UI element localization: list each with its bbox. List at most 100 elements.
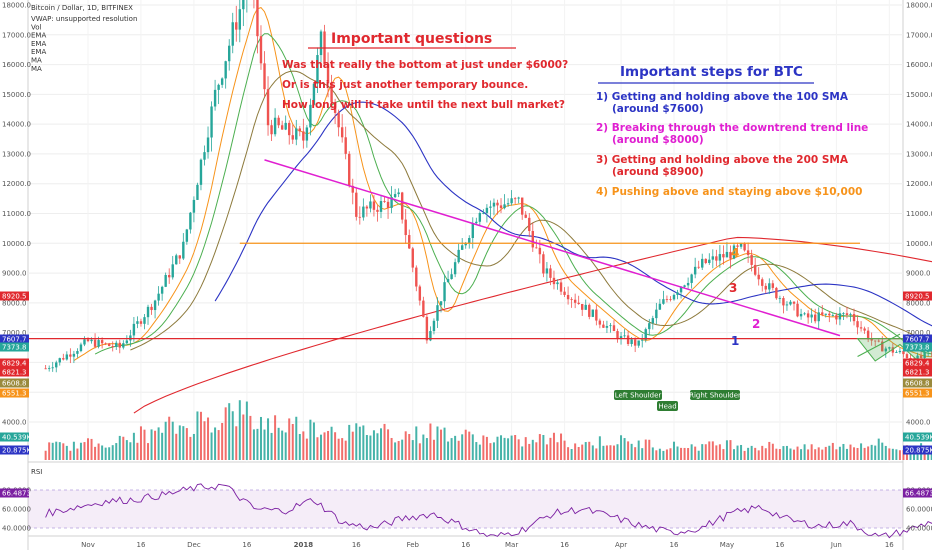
- candle-body: [701, 258, 704, 268]
- candle-body: [266, 89, 270, 126]
- volume-bar: [524, 437, 527, 460]
- candle-body: [351, 185, 354, 193]
- candle-body: [771, 283, 775, 288]
- candle-body: [171, 264, 174, 278]
- y-tick-label: 14000.0: [906, 121, 932, 129]
- volume-bar: [824, 446, 827, 460]
- volume-bar: [884, 445, 887, 460]
- volume-bar: [199, 411, 202, 460]
- candle-body: [538, 247, 542, 255]
- volume-bar: [147, 443, 150, 460]
- volume-bar: [856, 447, 859, 460]
- volume-bar: [394, 442, 397, 460]
- volume-bar: [711, 441, 714, 460]
- candle-body: [743, 243, 746, 251]
- candle-body: [369, 201, 372, 209]
- candle-body: [888, 347, 891, 349]
- candle-body: [72, 353, 76, 357]
- candle-body: [337, 112, 340, 128]
- volume-bar: [849, 444, 852, 460]
- candle-body: [228, 45, 231, 62]
- volume-bar: [161, 432, 164, 460]
- rsi-band: [28, 490, 903, 528]
- candle-body: [358, 216, 362, 218]
- volume-bar: [327, 430, 330, 460]
- candle-body: [302, 131, 305, 141]
- volume-bar: [312, 422, 315, 460]
- step-line-1: 4) Pushing above and staying above $10,0…: [596, 186, 862, 198]
- volume-tag-text: 40.539K: [905, 434, 932, 442]
- steps-box: Important steps for BTC 1) Getting and h…: [596, 64, 868, 198]
- candle-body: [577, 302, 580, 304]
- volume-bar: [598, 436, 601, 460]
- candle-body: [655, 309, 658, 319]
- volume-bar: [567, 447, 570, 460]
- volume-bar: [48, 442, 51, 460]
- step-line-2: (around $8000): [612, 134, 704, 146]
- candle-body: [326, 64, 330, 84]
- volume-bar: [828, 445, 831, 460]
- candle-body: [118, 342, 121, 348]
- volume-bar: [330, 426, 333, 460]
- y-tick-label: 15000.0: [2, 91, 31, 99]
- steps-list: 1) Getting and holding above the 100 SMA…: [596, 91, 868, 198]
- volume-bar: [644, 439, 647, 460]
- candle-body: [83, 339, 86, 345]
- pattern-label-bg: [657, 401, 678, 411]
- volume-bar: [778, 449, 781, 460]
- candle-body: [168, 274, 171, 278]
- volume-bar: [295, 416, 298, 460]
- candle-body: [199, 159, 203, 185]
- candle-body: [598, 320, 602, 325]
- candle-body: [679, 286, 683, 293]
- price-tag: [903, 367, 932, 377]
- volume-bar: [111, 445, 114, 460]
- candle-body: [478, 213, 482, 222]
- volume-bar: [736, 445, 739, 460]
- candle-body: [139, 321, 143, 324]
- candle-body: [891, 347, 895, 353]
- volume-bar: [376, 433, 379, 460]
- candle-body: [806, 313, 810, 318]
- volume-bar: [690, 444, 693, 460]
- candle-body: [136, 321, 139, 324]
- x-axis: Nov 16 Dec 16 2018 16 Feb 16 Mar 16 Apr 16 May 16 Jun 1…: [81, 541, 894, 549]
- question-3: How long will it take until the next bul…: [282, 99, 565, 111]
- candle-body: [573, 299, 577, 303]
- volume-bar: [425, 438, 428, 460]
- candle-body: [450, 274, 453, 280]
- volume-bar: [492, 442, 495, 460]
- volume-bar: [189, 436, 192, 460]
- candle-body: [273, 117, 277, 135]
- volume-bar: [108, 447, 111, 460]
- x-tick-label: Dec: [187, 541, 201, 549]
- volume-bar: [288, 418, 291, 460]
- candle-body: [291, 135, 294, 140]
- volume-bars: [44, 400, 932, 460]
- candle-body: [619, 336, 623, 340]
- candle-body: [552, 277, 556, 285]
- volume-bar: [733, 449, 735, 460]
- candle-body: [213, 89, 217, 107]
- volume-tag: [0, 432, 29, 442]
- volume-bar: [79, 442, 82, 460]
- candle-body: [372, 201, 376, 210]
- candle-body: [295, 128, 298, 140]
- candle-body: [224, 61, 227, 79]
- volume-tag-text: 20.875K: [2, 447, 31, 455]
- volume-bar: [757, 450, 760, 460]
- candle-body: [563, 291, 566, 295]
- rsi-label: RSI: [31, 468, 42, 476]
- candle-body: [146, 306, 150, 318]
- candle-body: [393, 194, 397, 198]
- candle-body: [376, 209, 379, 212]
- volume-bar: [835, 449, 838, 460]
- volume-bar: [842, 443, 845, 460]
- legend: Bitcoin / Dollar, 1D, BITFINEX VWAP: uns…: [31, 4, 137, 73]
- volume-tag-text: 20.875K: [905, 447, 932, 455]
- candle-body: [856, 321, 859, 328]
- questions-box: Important questions Was that really the …: [282, 31, 568, 111]
- pattern-labels: Left Shoulder Head Right Shoulder: [614, 390, 741, 411]
- candle-body: [746, 250, 750, 255]
